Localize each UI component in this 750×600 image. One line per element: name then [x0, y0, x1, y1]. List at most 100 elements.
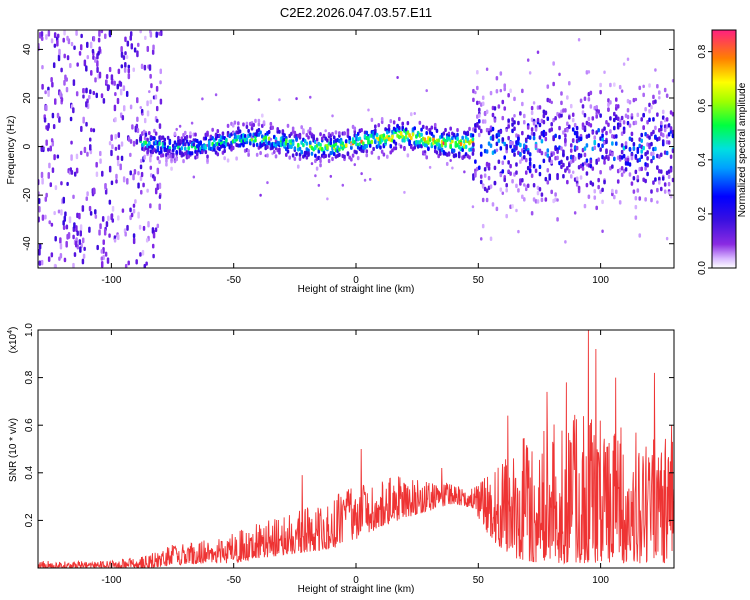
- spectrogram-cell: [166, 135, 170, 140]
- spectrogram-cell: [532, 132, 536, 137]
- spectrogram-cell: [587, 121, 591, 127]
- spectrogram-cell: [430, 131, 434, 136]
- spectrogram-cell: [663, 117, 667, 123]
- spectrogram-cell: [579, 136, 583, 142]
- spectrogram-cell: [269, 121, 273, 127]
- spectrogram-cell: [540, 197, 544, 203]
- spectrogram-cell: [644, 151, 647, 157]
- spectrogram-cell: [341, 141, 345, 146]
- spectrogram-cell: [216, 128, 220, 134]
- spectrogram-cell: [79, 44, 83, 51]
- spectrogram-cell: [41, 83, 44, 90]
- spectrogram-cell: [185, 134, 189, 140]
- spectrogram-cell: [233, 120, 237, 125]
- spectrogram-cell: [650, 131, 653, 137]
- spectrogram-cell: [632, 146, 636, 151]
- spectrogram-cell: [640, 138, 644, 143]
- spectrogram-cell: [89, 89, 92, 95]
- spectrogram-cell: [65, 77, 68, 82]
- spectrogram-cell: [213, 147, 216, 152]
- spectrogram-cell: [159, 149, 163, 154]
- spectrogram-cell: [132, 67, 135, 72]
- spectrogram-cell: [445, 161, 449, 167]
- spectrogram-cell: [585, 134, 589, 139]
- spectrogram-cell: [659, 152, 663, 158]
- spectrogram-cell: [597, 109, 600, 114]
- spectrogram-cell: [609, 100, 612, 105]
- spectrogram-cell: [66, 35, 69, 41]
- spectrogram-cell: [141, 249, 145, 256]
- spectrogram-x-tick-label: 100: [592, 275, 609, 286]
- spectrogram-cell: [618, 118, 622, 124]
- spectrogram-cell: [53, 43, 57, 48]
- spectrogram-cell: [638, 85, 642, 91]
- spectrogram-cell: [425, 155, 428, 160]
- spectrogram-cell: [152, 44, 155, 51]
- spectrogram-cell: [146, 110, 150, 117]
- snr-scale-label: (x10: [8, 333, 19, 353]
- spectrogram-cell: [632, 120, 636, 126]
- spectrogram-cell: [320, 136, 324, 141]
- spectrogram-cell: [544, 176, 548, 182]
- spectrogram-cell: [536, 190, 540, 196]
- spectrogram-cell: [73, 222, 76, 229]
- spectrogram-cell: [48, 220, 51, 225]
- spectrogram-cell: [648, 102, 651, 108]
- spectrogram-cell: [142, 182, 145, 188]
- spectrogram-cell: [139, 137, 143, 142]
- spectrogram-cell: [495, 76, 499, 81]
- spectrogram-cell: [121, 208, 125, 213]
- spectrogram-cell: [206, 158, 209, 163]
- spectrogram-cell: [654, 146, 657, 152]
- spectrogram-cell: [110, 134, 113, 142]
- spectrogram-cell: [487, 175, 491, 181]
- spectrogram-cell: [334, 130, 338, 135]
- spectrogram-cell: [367, 108, 370, 112]
- spectrogram-cell: [70, 154, 73, 161]
- spectrogram-cell: [75, 240, 78, 248]
- spectrogram-cell: [546, 97, 550, 103]
- spectrogram-cell: [185, 139, 189, 144]
- spectrogram-cell: [595, 111, 598, 115]
- spectrogram-cell: [303, 139, 307, 144]
- spectrogram-cell: [493, 165, 497, 171]
- spectrogram-cell: [665, 124, 669, 129]
- spectrogram-x-tick-label: -100: [101, 275, 121, 286]
- spectrogram-cell: [374, 140, 377, 145]
- spectrogram-cell: [326, 197, 329, 201]
- spectrogram-cell: [489, 90, 493, 96]
- spectrogram-cell: [548, 158, 552, 163]
- spectrogram-cell: [566, 95, 569, 100]
- spectrogram-x-tick-label: 50: [473, 275, 485, 286]
- spectrogram-cell: [70, 140, 73, 145]
- spectrogram-cell: [591, 146, 595, 152]
- spectrogram-cell: [81, 205, 85, 212]
- spectrogram-cell: [597, 177, 600, 183]
- spectrogram-cell: [568, 81, 571, 86]
- spectrogram-cell: [530, 105, 534, 111]
- spectrogram-cell: [73, 171, 77, 177]
- spectrogram-cell: [650, 151, 653, 157]
- spectrogram-cell: [521, 148, 524, 153]
- spectrogram-cell: [155, 85, 159, 92]
- spectrogram-cell: [114, 117, 117, 123]
- spectrogram-cell: [158, 203, 161, 211]
- spectrogram-cell: [158, 31, 161, 36]
- spectrogram-cell: [487, 162, 491, 168]
- spectrogram-cell: [192, 175, 196, 179]
- spectrogram-cell: [291, 126, 295, 131]
- spectrogram-cell: [648, 117, 651, 123]
- spectrogram-cell: [517, 136, 520, 142]
- spectrogram-cell: [329, 141, 333, 146]
- spectrogram-cell: [314, 153, 317, 158]
- spectrogram-cell: [471, 151, 475, 156]
- spectrogram-cell: [632, 141, 636, 147]
- spectrogram-cell: [154, 227, 158, 233]
- spectrogram-cell: [667, 169, 671, 174]
- spectrogram-cell: [642, 112, 645, 118]
- spectrogram-cell: [223, 156, 226, 161]
- colorbar-gradient: [711, 29, 737, 269]
- spectrogram-cell: [521, 156, 524, 161]
- spectrogram-cell: [532, 101, 536, 105]
- snr-y-tick-label: 0.8: [24, 370, 35, 384]
